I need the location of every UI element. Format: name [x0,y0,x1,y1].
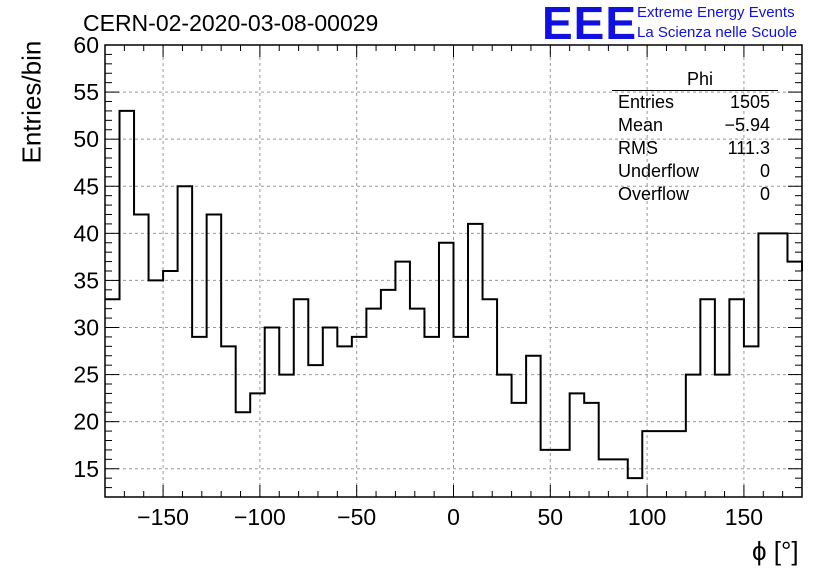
stats-box: Phi Entries 1505 Mean −5.94 RMS 111.3 Under… [612,68,778,206]
stat-label: Mean [618,115,664,135]
y-tick-label: 60 [73,32,99,58]
x-tick-label: 150 [725,504,763,530]
chart-title: CERN-02-2020-03-08-00029 [83,10,379,36]
x-tick-label: −150 [137,504,189,530]
y-tick-label: 25 [73,362,99,388]
y-tick-label: 30 [73,315,99,341]
stat-row-mean: Mean −5.94 [612,114,778,137]
stat-value: 1505 [729,92,770,112]
y-tick-label: 50 [73,126,99,152]
x-tick-label: 100 [628,504,666,530]
stat-row-entries: Entries 1505 [612,91,778,114]
logo-line-2: La Scienza nelle Scuole [637,24,798,41]
stat-row-rms: RMS 111.3 [612,137,778,160]
stats-title: Phi [612,68,778,91]
y-tick-label: 40 [73,220,99,246]
y-tick-label: 55 [73,79,99,105]
stat-value: 111.3 [727,138,770,158]
stat-label: Overflow [618,184,690,204]
y-axis-label: Entries/bin [16,40,47,164]
eee-logo: EEE [542,0,638,49]
y-tick-label: 35 [73,267,99,293]
stat-row-overflow: Overflow 0 [612,183,778,206]
x-tick-label: 0 [447,504,460,530]
x-tick-label: 50 [538,504,564,530]
x-axis-label: ϕ [°] [752,536,799,566]
x-tick-label: −50 [337,504,376,530]
y-tick-label: 15 [73,456,99,482]
y-tick-label: 45 [73,173,99,199]
stat-row-underflow: Underflow 0 [612,160,778,183]
logo-line-1: Extreme Energy Events [637,4,795,21]
stat-value: 0 [759,184,770,204]
x-tick-label: −100 [234,504,286,530]
stat-value: 0 [759,161,770,181]
histogram-outline [105,109,803,480]
stat-label: Entries [618,92,675,112]
y-tick-label: 20 [73,409,99,435]
stat-label: Underflow [618,161,700,181]
stat-label: RMS [618,138,658,158]
stat-value: −5.94 [724,115,770,135]
